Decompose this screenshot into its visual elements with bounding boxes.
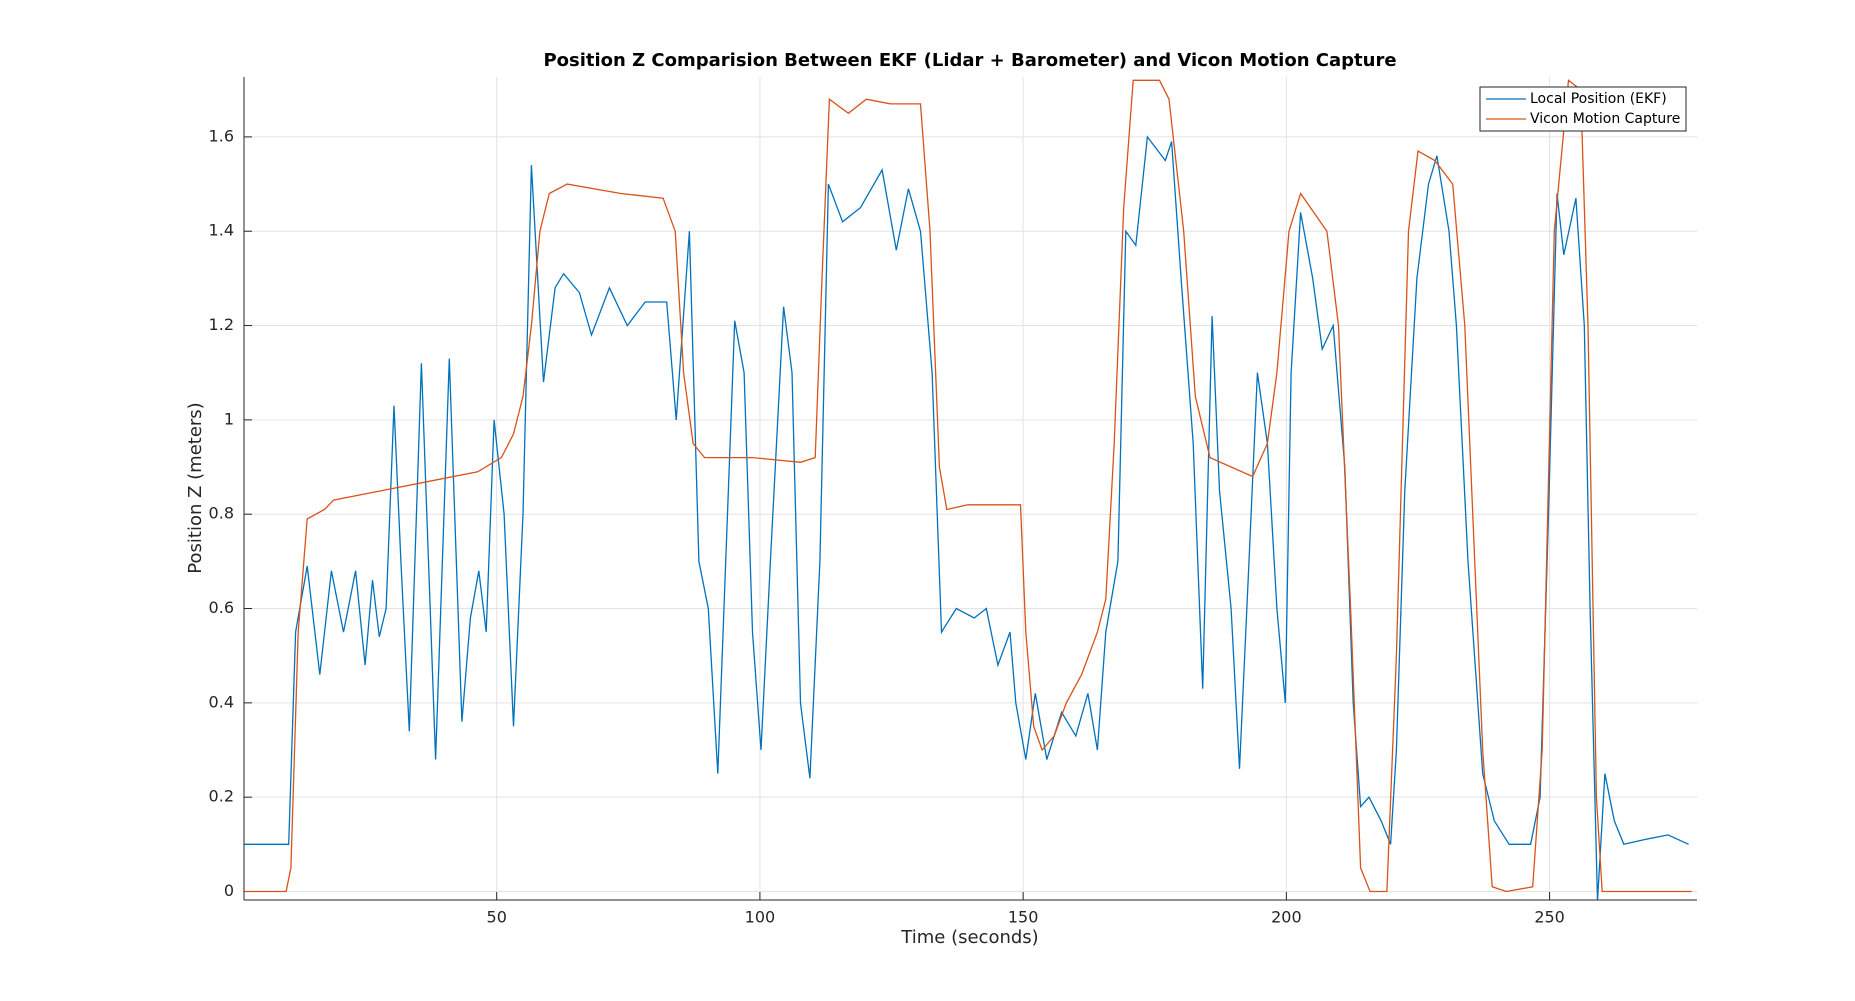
y-tick-label: 0.8 xyxy=(209,504,234,523)
y-tick-label: 0.2 xyxy=(209,787,234,806)
y-tick-label: 0 xyxy=(224,881,234,900)
y-tick-label: 1 xyxy=(224,409,234,428)
y-tick-label: 1.6 xyxy=(209,126,234,145)
series-line xyxy=(244,135,1689,900)
y-tick-label: 0.4 xyxy=(209,692,234,711)
x-tick-label: 100 xyxy=(745,908,776,927)
y-tick-label: 1.4 xyxy=(209,221,234,240)
legend-label: Vicon Motion Capture xyxy=(1530,111,1680,127)
x-tick-label: 150 xyxy=(1008,908,1039,927)
x-axis-label: Time (seconds) xyxy=(900,927,1038,948)
x-tick-label: 200 xyxy=(1271,908,1302,927)
x-tick-label: 50 xyxy=(487,908,507,927)
y-axis-label: Position Z (meters) xyxy=(185,402,206,573)
chart-title: Position Z Comparision Between EKF (Lida… xyxy=(543,50,1396,71)
series-line xyxy=(244,79,1692,893)
x-tick-label: 250 xyxy=(1534,908,1565,927)
y-tick-label: 1.2 xyxy=(209,315,234,334)
legend-label: Local Position (EKF) xyxy=(1530,91,1667,107)
y-tick-label: 0.6 xyxy=(209,598,234,617)
legend-box xyxy=(1479,86,1687,132)
